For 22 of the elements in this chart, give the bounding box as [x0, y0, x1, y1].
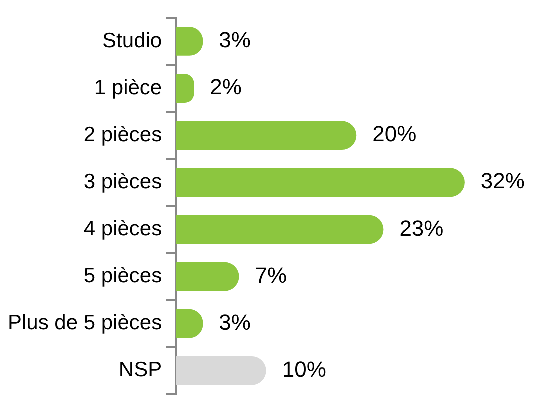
y-tick-label: 4 pièces [84, 218, 162, 241]
bar [176, 356, 266, 386]
y-tick-label: Studio [102, 29, 162, 52]
y-tick-label: 2 pièces [84, 123, 162, 146]
data-label: 23% [400, 216, 444, 241]
bar [176, 215, 384, 244]
bar [176, 168, 465, 198]
data-label: 3% [219, 28, 251, 53]
data-label: 32% [480, 168, 525, 194]
y-tick-label: Plus de 5 pièces [8, 312, 162, 335]
y-tick-label: 5 pièces [84, 264, 162, 288]
data-label: 10% [282, 356, 326, 382]
y-tick-label: NSP [118, 358, 162, 382]
bar [176, 262, 240, 292]
data-label: 20% [372, 122, 417, 147]
bar [176, 74, 194, 103]
y-tick-label: 1 pièce [94, 76, 162, 100]
data-label: 3% [219, 310, 251, 335]
y-tick-label: 3 pièces [84, 170, 162, 194]
bar [176, 121, 357, 150]
data-label: 2% [210, 74, 242, 100]
data-label: 7% [255, 262, 288, 288]
